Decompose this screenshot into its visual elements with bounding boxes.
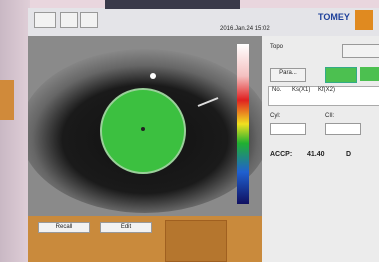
field-label: Cyl: [270,113,280,119]
accp-label: ACCP: [270,151,292,158]
green-button[interactable] [360,67,379,81]
tool-button[interactable] [80,12,98,28]
eye-image [28,36,262,216]
green-button[interactable] [325,67,357,83]
top-table [105,0,240,9]
brand: TOMEY [318,12,350,22]
mode-button[interactable]: Para... [270,68,306,82]
background-strip [0,0,30,262]
field-box [270,123,306,135]
recall-button[interactable]: Recall [38,222,90,233]
screen: 2016.Jan.24 15:02 TOMEY Topo Para... No.… [0,0,379,262]
tool-button[interactable] [60,12,78,28]
side-tab [0,80,14,120]
edit-button[interactable]: Edit [100,222,152,233]
table-header: No. [272,87,281,93]
tool-button[interactable] [34,12,56,28]
panel-title: Topo [270,44,283,50]
field-label: CII: [325,113,334,119]
logo-badge [355,10,373,30]
table-header: Kf(X2) [318,87,335,93]
table-header: Ks(X1) [292,87,310,93]
color-scale [237,44,249,204]
field-box [325,123,361,135]
accp-unit: D [346,151,351,158]
thumbnail [165,220,227,262]
datetime: 2016.Jan.24 15:02 [220,26,270,32]
panel-button[interactable] [342,44,379,58]
accp-value: 41.40 [307,151,325,158]
